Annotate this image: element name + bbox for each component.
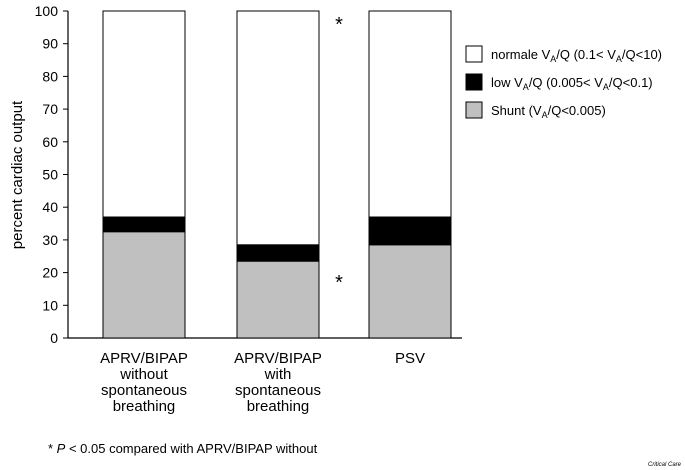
significance-asterisk: * [335,14,343,36]
legend-label: low VA/Q (0.005< VA/Q<0.1) [491,75,653,92]
bar-segment [236,260,320,339]
y-axis-label: percent cardiac output [9,100,26,249]
bar-segment [236,244,320,262]
y-tick-label: 70 [42,101,58,117]
footnote: * P < 0.05 compared with APRV/BIPAP with… [48,441,318,456]
annotations: ** [335,14,343,294]
bar-segment [102,216,186,233]
bar-segment [102,231,186,339]
legend-swatch [465,73,483,91]
bar-segment [368,244,452,339]
legend-swatch [465,101,483,119]
category-label: PSV [395,350,425,367]
y-tick-label: 20 [42,265,58,281]
significance-asterisk: * [335,272,343,294]
y-tick-labels: 0 10 20 30 40 50 60 70 80 90 100 [35,3,59,346]
y-tick-label: 50 [42,167,58,183]
source-credit: Critical Care [648,462,682,468]
category-labels: APRV/BIPAP without spontaneous breathing APR… [100,350,425,415]
y-tick-label: 0 [50,330,58,346]
legend-swatch [465,45,483,63]
y-tick-label: 90 [42,36,58,52]
legend: normale VA/Q (0.1< VA/Q<10) low VA/Q (0.0… [465,45,662,120]
y-tick-label: 30 [42,232,58,248]
legend-label: Shunt (VA/Q<0.005) [491,103,606,120]
category-label: APRV/BIPAP without spontaneous breathing [100,350,188,415]
y-tick-label: 80 [42,68,58,84]
bar-segment [368,216,452,246]
y-tick-label: 10 [42,297,58,313]
y-tick-label: 100 [35,3,59,19]
category-label: APRV/BIPAP with spontaneous breathing [234,350,322,415]
bar-segment [236,10,320,246]
bar-segment [102,10,186,218]
bars [102,10,452,339]
bar-segment [368,10,452,218]
y-tick-label: 60 [42,134,58,150]
y-tick-label: 40 [42,199,58,215]
legend-label: normale VA/Q (0.1< VA/Q<10) [491,47,662,64]
